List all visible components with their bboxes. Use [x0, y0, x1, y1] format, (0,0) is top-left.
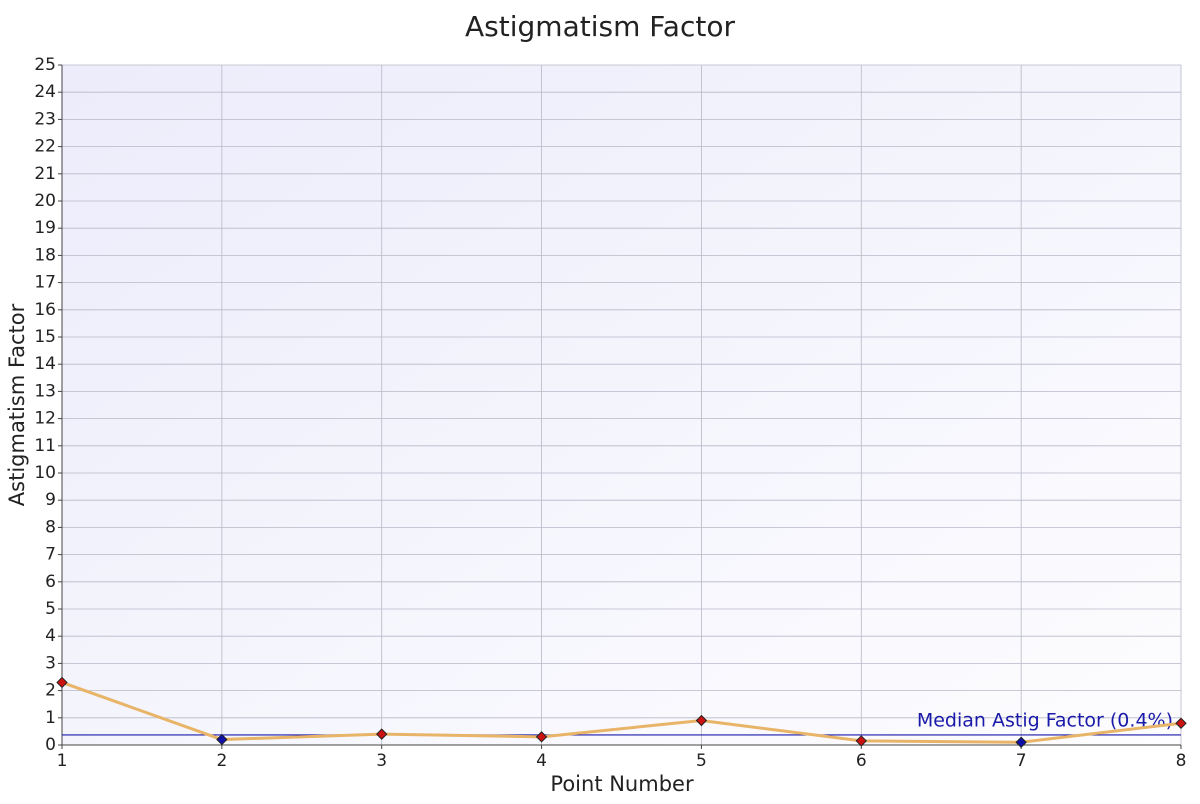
- y-tick-label: 6: [45, 572, 56, 592]
- y-tick-label: 10: [34, 463, 56, 483]
- y-tick-label: 4: [45, 626, 56, 646]
- data-point: [216, 733, 228, 746]
- y-tick-label: 12: [34, 409, 56, 429]
- data-point: [1015, 736, 1027, 748]
- median-label: Median Astig Factor (0.4%): [917, 709, 1173, 731]
- data-point: [855, 735, 867, 747]
- y-tick-label: 1: [45, 708, 56, 728]
- y-axis-label: Astigmatism Factor: [5, 303, 29, 506]
- chart-title: Astigmatism Factor: [465, 10, 735, 43]
- y-tick-label: 11: [34, 436, 56, 456]
- y-tick-label: 7: [45, 545, 56, 565]
- x-tick-label: 7: [1016, 751, 1027, 771]
- x-tick-label: 3: [376, 751, 387, 771]
- data-point: [376, 728, 388, 740]
- y-tick-label: 2: [45, 681, 56, 701]
- y-tick-label: 8: [45, 517, 56, 537]
- x-tick-label: 5: [696, 751, 707, 771]
- x-tick-label: 2: [216, 751, 227, 771]
- y-tick-label: 24: [34, 82, 56, 102]
- y-tick-label: 20: [34, 191, 56, 211]
- y-tick-label: 25: [34, 55, 56, 75]
- y-tick-label: 3: [45, 653, 56, 673]
- y-tick-label: 9: [45, 490, 56, 510]
- y-tick-label: 21: [34, 164, 56, 184]
- series-line: [61, 681, 1182, 744]
- data-point: [56, 676, 68, 689]
- y-tick-label: 16: [34, 300, 56, 320]
- x-axis-label: Point Number: [550, 772, 694, 796]
- y-tick-label: 0: [45, 735, 56, 755]
- data-point: [695, 714, 708, 727]
- y-tick-label: 23: [34, 109, 56, 129]
- data-point: [535, 731, 548, 743]
- y-tick-label: 22: [34, 137, 56, 157]
- y-tick-label: 5: [45, 599, 56, 619]
- x-tick-label: 4: [536, 751, 547, 771]
- x-tick-label: 8: [1176, 751, 1187, 771]
- y-tick-label: 18: [34, 245, 56, 265]
- y-tick-label: 15: [34, 327, 56, 347]
- data-point: [1175, 717, 1187, 729]
- plot-area: [62, 65, 1181, 745]
- y-tick-label: 14: [34, 354, 56, 374]
- y-tick-label: 13: [34, 381, 56, 401]
- x-tick-label: 1: [57, 751, 68, 771]
- y-tick-label: 19: [34, 218, 56, 238]
- y-tick-label: 17: [34, 273, 56, 293]
- x-tick-label: 6: [856, 751, 867, 771]
